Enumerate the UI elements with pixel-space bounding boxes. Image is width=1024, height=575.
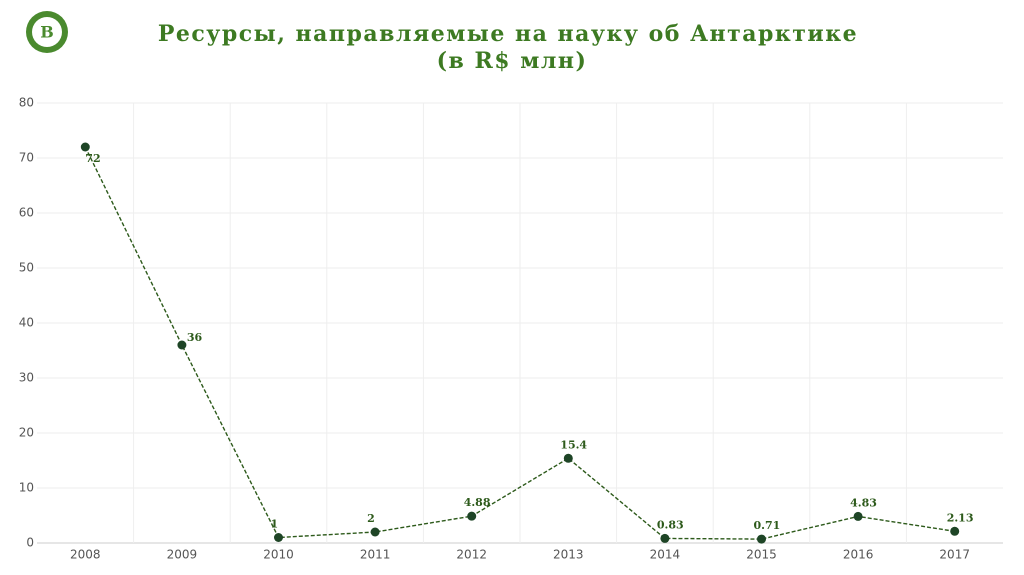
y-tick-label: 80 (19, 96, 34, 110)
marker (757, 534, 766, 544)
x-tick-label: 2009 (167, 548, 198, 562)
data-label: 2.13 (947, 511, 974, 524)
logo: В (26, 11, 68, 53)
chart-title: Ресурсы, направляемые на науку об Антарк… (158, 21, 858, 47)
data-label: 15.4 (560, 438, 587, 451)
y-tick-label: 60 (19, 206, 34, 220)
marker (80, 142, 90, 152)
data-label: 0.83 (657, 518, 684, 531)
chart-subtitle: (в R$ млн) (437, 48, 588, 74)
x-tick-label: 2011 (360, 548, 391, 562)
marker (370, 527, 380, 537)
y-tick-label: 70 (19, 151, 34, 165)
data-label: 0.71 (754, 519, 781, 532)
data-label: 4.88 (464, 496, 491, 509)
x-tick-label: 2015 (746, 548, 777, 562)
y-tick-label: 50 (19, 261, 34, 275)
data-label: 2 (367, 512, 375, 525)
y-tick-label: 0 (26, 536, 34, 550)
marker (274, 533, 283, 542)
y-tick-label: 20 (19, 426, 34, 440)
x-tick-label: 2010 (263, 548, 294, 562)
x-tick-label: 2013 (553, 548, 584, 562)
y-tick-label: 10 (19, 481, 34, 495)
x-tick-label: 2012 (456, 548, 487, 562)
x-tick-label: 2008 (70, 548, 101, 562)
marker (950, 526, 960, 536)
data-label: 36 (187, 331, 203, 344)
data-label: 1 (271, 518, 279, 531)
x-tick-label: 2016 (843, 548, 874, 562)
marker (563, 453, 573, 463)
y-tick-label: 40 (19, 316, 34, 330)
x-tick-label: 2017 (939, 548, 970, 562)
marker (467, 511, 477, 521)
marker (660, 533, 670, 543)
x-tick-label: 2014 (650, 548, 681, 562)
data-label: 72 (85, 152, 100, 165)
y-tick-label: 30 (19, 371, 34, 385)
data-label: 4.83 (850, 496, 877, 509)
marker (853, 511, 863, 521)
line (84, 146, 955, 540)
marker (177, 340, 187, 350)
svg-text:В: В (40, 23, 54, 42)
